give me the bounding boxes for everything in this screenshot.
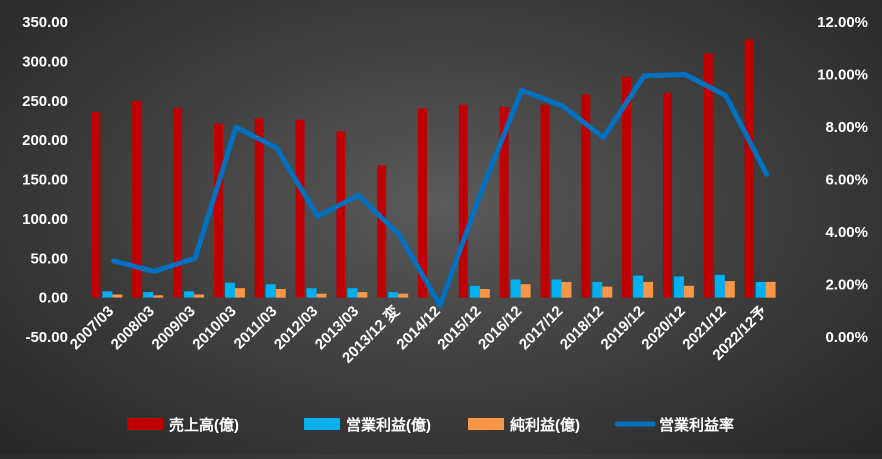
- y-left-tick-label: 250.00: [22, 93, 68, 110]
- bar-series1-12: [540, 104, 550, 298]
- bar-series3-3: [194, 294, 205, 298]
- legend-label: 売上高(億): [169, 416, 239, 434]
- x-tick-label: 2009/03: [149, 303, 199, 353]
- x-tick-label: 2017/12: [516, 303, 566, 353]
- bar-series3-14: [643, 281, 654, 298]
- x-tick-label: 2011/03: [231, 303, 281, 353]
- bar-series2-8: [388, 292, 399, 298]
- legend-label: 純利益(億): [510, 416, 580, 434]
- bar-series3-6: [316, 293, 327, 298]
- bar-series2-13: [592, 281, 603, 298]
- y-right-tick-label: 8.00%: [825, 119, 868, 136]
- bar-series2-17: [755, 281, 766, 298]
- bar-series1-10: [458, 104, 468, 298]
- y-right-tick-label: 4.00%: [825, 224, 868, 241]
- bar-series3-8: [398, 293, 409, 298]
- y-axis-right: 0.00% 2.00% 4.00% 6.00% 8.00% 10.00% 12.00%: [817, 14, 868, 346]
- bar-series2-11: [510, 279, 521, 298]
- bar-series1-2: [132, 100, 142, 298]
- x-tick-label: 2016/12: [475, 303, 525, 353]
- bar-series2-5: [265, 284, 276, 298]
- bar-series2-10: [469, 285, 480, 298]
- bar-series2-7: [347, 288, 358, 298]
- bar-series3-4: [234, 288, 245, 298]
- legend-label: 営業利益率: [659, 416, 734, 434]
- bar-series1-11: [499, 107, 509, 298]
- x-tick-label: 2015/12: [434, 303, 484, 353]
- line-layer: [110, 72, 770, 308]
- y-right-tick-label: 10.00%: [817, 67, 868, 84]
- bar-series3-17: [765, 281, 776, 298]
- x-tick-label: 2019/12: [598, 303, 648, 353]
- x-tick-label: 2008/03: [108, 303, 158, 353]
- bar-series1-6: [295, 119, 305, 298]
- x-tick-label: 2014/12: [393, 303, 443, 353]
- bar-series3-12: [561, 281, 572, 298]
- y-left-tick-label: -50.00: [25, 329, 68, 346]
- bar-series2-16: [714, 274, 725, 298]
- y-left-tick-label: 200.00: [22, 132, 68, 149]
- bar-series1-8: [377, 165, 387, 298]
- bar-series1-13: [581, 94, 591, 298]
- x-tick-label: 2020/12: [638, 303, 688, 353]
- bar-series3-11: [520, 284, 531, 298]
- legend-label: 営業利益(億): [346, 416, 431, 434]
- legend: 売上高(億) 営業利益(億) 純利益(億) 営業利益率: [127, 416, 734, 434]
- y-left-tick-label: 50.00: [30, 250, 68, 267]
- bar-series1-5: [254, 118, 264, 298]
- bar-series1-9: [418, 108, 427, 298]
- bar-series1-3: [173, 107, 183, 298]
- bar-series1-16: [703, 53, 713, 298]
- bar-series3-5: [275, 289, 286, 298]
- x-tick-label: 2012/03: [271, 303, 321, 353]
- x-tick-label: 2018/12: [557, 303, 607, 353]
- y-axis-left: -50.00 0.00 50.00 100.00 150.00 200.00 250.00 3…: [22, 14, 68, 346]
- line-series-operating-margin: [110, 72, 770, 308]
- bar-series1-7: [336, 131, 346, 298]
- y-left-tick-label: 100.00: [22, 211, 68, 228]
- bar-series1-4: [213, 123, 223, 298]
- bar-series1-1: [91, 111, 101, 298]
- bar-series2-1: [102, 291, 113, 298]
- bar-series3-10: [479, 289, 490, 298]
- y-left-tick-label: 150.00: [22, 172, 68, 189]
- x-tick-label: 2010/03: [189, 303, 239, 353]
- bar-series2-6: [306, 288, 317, 298]
- legend-swatch: [127, 418, 163, 430]
- y-left-tick-label: 0.00: [39, 290, 68, 307]
- x-axis: 2007/032008/032009/032010/032011/032012/…: [67, 302, 771, 367]
- bar-series1-15: [662, 92, 672, 298]
- bar-series2-15: [673, 276, 684, 298]
- bar-series3-13: [602, 286, 613, 298]
- bar-series2-12: [551, 279, 562, 298]
- bar-series2-14: [633, 275, 644, 298]
- y-right-tick-label: 12.00%: [817, 14, 868, 31]
- bars-layer: [91, 39, 776, 298]
- bar-series3-16: [724, 281, 735, 298]
- bar-series3-2: [153, 295, 164, 298]
- bar-series1-17: [744, 39, 754, 298]
- x-tick-label: 2007/03: [67, 303, 117, 353]
- bar-series3-15: [683, 285, 694, 298]
- bar-series1-14: [622, 77, 632, 298]
- bar-series3-7: [357, 292, 368, 298]
- legend-swatch: [468, 418, 504, 430]
- legend-swatch: [304, 418, 340, 430]
- bar-series2-4: [224, 282, 235, 298]
- y-right-tick-label: 2.00%: [825, 277, 868, 294]
- y-left-tick-label: 350.00: [22, 14, 68, 31]
- bar-series2-2: [143, 292, 154, 298]
- bar-series3-1: [112, 294, 123, 298]
- bar-series2-3: [184, 291, 195, 298]
- y-left-tick-label: 300.00: [22, 53, 68, 70]
- y-right-tick-label: 0.00%: [825, 329, 868, 346]
- y-right-tick-label: 6.00%: [825, 172, 868, 189]
